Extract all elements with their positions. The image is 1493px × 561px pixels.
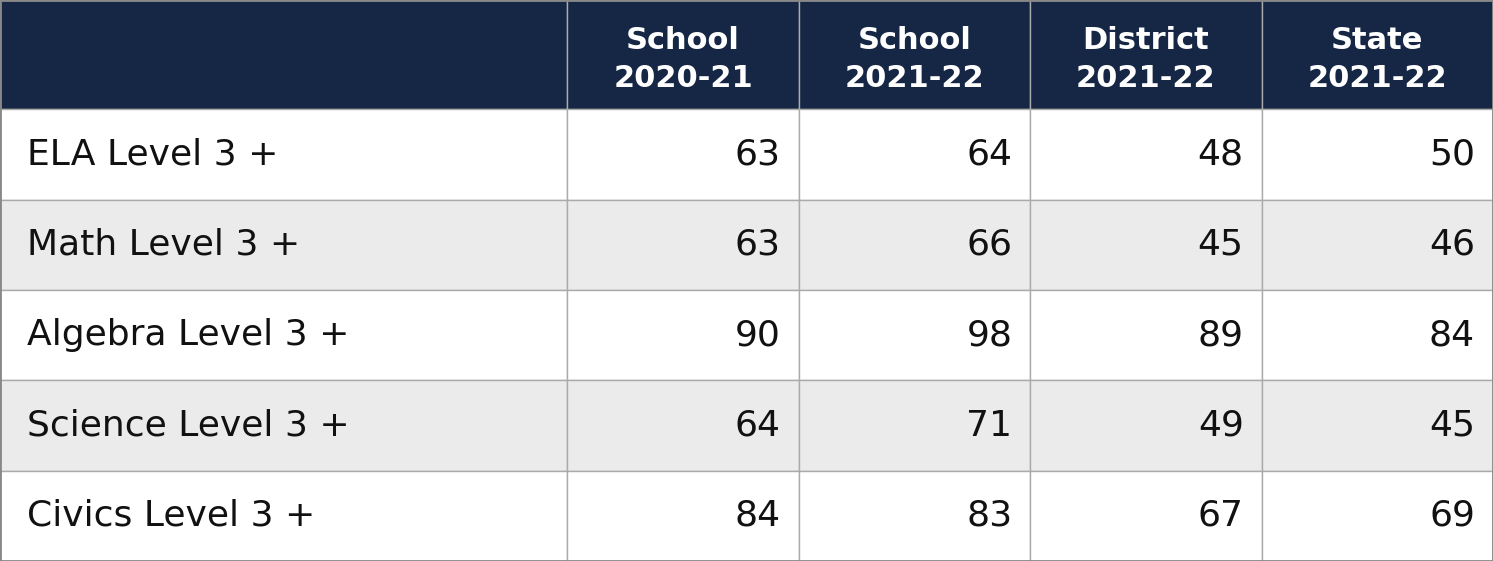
Text: 90: 90 [735, 318, 781, 352]
Text: Algebra Level 3 +: Algebra Level 3 + [27, 318, 349, 352]
Text: School: School [626, 26, 741, 55]
Text: School: School [857, 26, 972, 55]
Text: Math Level 3 +: Math Level 3 + [27, 228, 300, 262]
Bar [799, 290, 1030, 380]
Bar [567, 380, 799, 471]
Bar [1262, 200, 1493, 290]
Bar [1030, 380, 1262, 471]
Text: District: District [1082, 26, 1209, 55]
Bar [567, 471, 799, 561]
Text: 69: 69 [1429, 499, 1475, 533]
Bar [0, 200, 567, 290]
Bar [799, 109, 1030, 200]
Bar [567, 0, 799, 109]
Text: 67: 67 [1197, 499, 1244, 533]
Text: 64: 64 [735, 408, 781, 443]
Bar [0, 290, 567, 380]
Bar [1030, 0, 1262, 109]
Text: Science Level 3 +: Science Level 3 + [27, 408, 349, 443]
Bar [567, 290, 799, 380]
Text: ELA Level 3 +: ELA Level 3 + [27, 137, 278, 172]
Bar [1262, 0, 1493, 109]
Bar [0, 380, 567, 471]
Text: 2021-22: 2021-22 [1308, 65, 1447, 93]
Text: 63: 63 [735, 137, 781, 172]
Text: 84: 84 [1429, 318, 1475, 352]
Bar [1262, 471, 1493, 561]
Bar [1262, 109, 1493, 200]
Bar [1262, 380, 1493, 471]
Text: 2020-21: 2020-21 [614, 65, 752, 93]
Text: 98: 98 [966, 318, 1012, 352]
Bar [0, 471, 567, 561]
Bar [1030, 290, 1262, 380]
Bar [567, 109, 799, 200]
Bar [799, 0, 1030, 109]
Text: 2021-22: 2021-22 [1076, 65, 1215, 93]
Text: 83: 83 [966, 499, 1012, 533]
Bar [1262, 290, 1493, 380]
Bar [0, 109, 567, 200]
Bar [0, 0, 567, 109]
Bar [799, 380, 1030, 471]
Text: 45: 45 [1197, 228, 1244, 262]
Bar [1030, 471, 1262, 561]
Text: 2021-22: 2021-22 [845, 65, 984, 93]
Text: 89: 89 [1197, 318, 1244, 352]
Text: 64: 64 [966, 137, 1012, 172]
Text: 48: 48 [1197, 137, 1244, 172]
Text: 84: 84 [735, 499, 781, 533]
Bar [1030, 200, 1262, 290]
Text: State: State [1332, 26, 1423, 55]
Text: 45: 45 [1429, 408, 1475, 443]
Bar [567, 200, 799, 290]
Text: 71: 71 [966, 408, 1012, 443]
Text: 50: 50 [1429, 137, 1475, 172]
Text: 46: 46 [1429, 228, 1475, 262]
Text: Civics Level 3 +: Civics Level 3 + [27, 499, 315, 533]
Text: 63: 63 [735, 228, 781, 262]
Text: 49: 49 [1197, 408, 1244, 443]
Bar [799, 200, 1030, 290]
Bar [799, 471, 1030, 561]
Bar [1030, 109, 1262, 200]
Text: 66: 66 [966, 228, 1012, 262]
